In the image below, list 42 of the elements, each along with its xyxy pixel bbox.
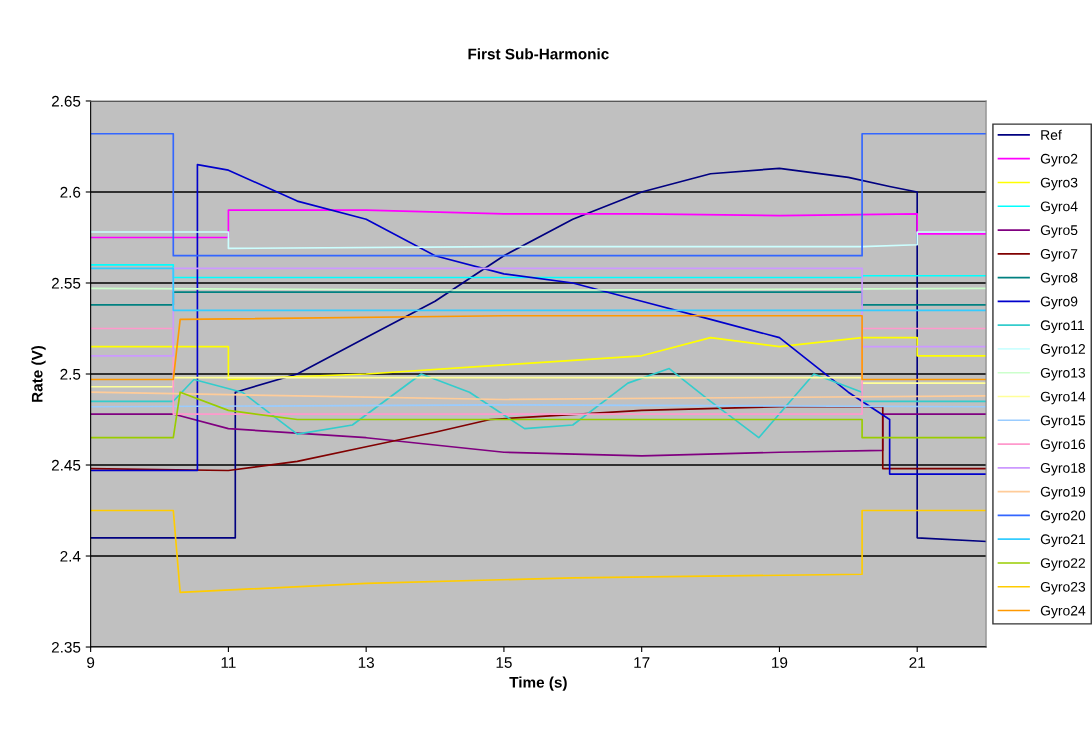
legend-label: Gyro16 <box>1040 439 1086 452</box>
legend-label: Gyro24 <box>1040 605 1086 619</box>
y-tick-label: 2.65 <box>51 95 81 107</box>
legend-label: Gyro13 <box>1040 367 1086 381</box>
chart-title: First Sub-Harmonic <box>468 48 609 60</box>
line-series <box>90 391 987 439</box>
legend-label: Gyro8 <box>1040 272 1078 286</box>
x-tick-label: 21 <box>909 657 925 668</box>
legend-label: Gyro22 <box>1040 558 1085 571</box>
legend-label: Gyro7 <box>1040 248 1078 262</box>
x-tick-label: 19 <box>772 657 788 668</box>
legend-label: Gyro15 <box>1040 415 1086 429</box>
y-tick-label: 2.4 <box>60 550 81 562</box>
x-tick-label: 15 <box>496 657 512 668</box>
legend-label: Gyro5 <box>1040 225 1078 238</box>
y-tick-label: 2.5 <box>60 368 81 380</box>
y-tick-label: 2.55 <box>51 277 81 289</box>
y-tick-label: 2.45 <box>51 459 81 471</box>
x-tick-label: 11 <box>221 657 236 668</box>
line-series <box>90 209 987 239</box>
y-axis-title: Rate (V) <box>31 345 46 402</box>
y-tick-label: 2.35 <box>51 641 81 653</box>
legend-label: Gyro19 <box>1040 486 1086 500</box>
x-tick-label: 17 <box>634 657 650 668</box>
legend-label: Gyro12 <box>1040 344 1085 357</box>
x-tick-label: 9 <box>87 657 95 668</box>
legend-label: Gyro23 <box>1040 581 1086 595</box>
x-tick-label: 13 <box>358 657 374 668</box>
legend-label: Gyro11 <box>1040 320 1084 333</box>
line-series <box>90 231 987 250</box>
legend-label: Gyro2 <box>1040 153 1078 167</box>
y-tick-label: 2.6 <box>60 186 81 198</box>
legend-label: Gyro20 <box>1040 510 1086 524</box>
line-series <box>90 413 987 457</box>
legend-label: Gyro21 <box>1040 534 1086 547</box>
legend-label: Gyro18 <box>1040 463 1086 476</box>
legend-label: Gyro3 <box>1040 177 1078 191</box>
legend-label: Gyro14 <box>1040 391 1086 405</box>
legend-label: Gyro9 <box>1040 296 1078 310</box>
x-axis-title: Time (s) <box>509 676 567 691</box>
legend-label: Gyro4 <box>1040 201 1078 215</box>
legend-label: Ref <box>1041 129 1062 140</box>
